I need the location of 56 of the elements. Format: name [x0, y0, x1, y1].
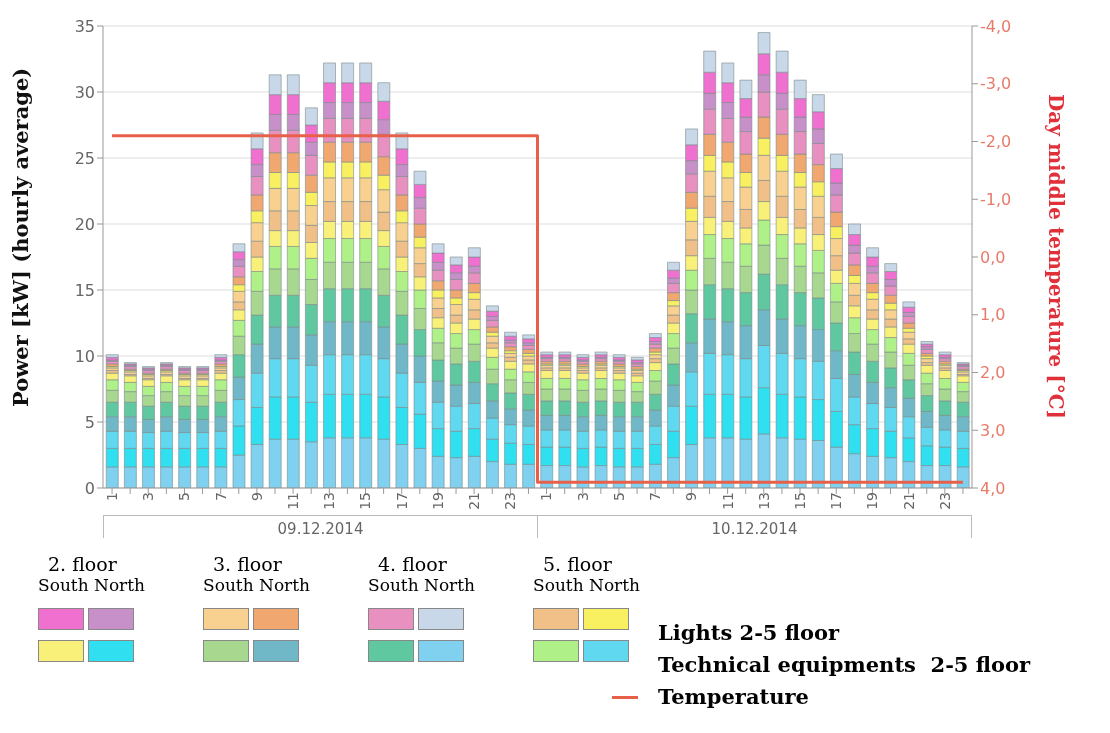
text: South North: [38, 575, 147, 595]
text: 2. floor: [47, 553, 118, 575]
x-tick-label: 5: [176, 492, 193, 501]
x-tick-label: 19: [864, 492, 881, 510]
y-tick-label: 30: [74, 82, 95, 102]
x-tick-label: 1: [103, 492, 120, 501]
x-tick-label: 3: [574, 492, 591, 501]
y-tick-label: 15: [74, 280, 95, 300]
x-tick-label: 13: [321, 492, 338, 510]
text: Lights 2-5 floor: [658, 619, 841, 647]
x-tick-label: 9: [248, 492, 265, 501]
x-tick-label: 19: [429, 492, 446, 510]
x-tick-label: 11: [719, 492, 736, 510]
x-tick-label: 21: [900, 492, 917, 510]
y2-tick-label: 2,0: [980, 363, 1006, 383]
y2-tick-label: 3,0: [980, 420, 1006, 440]
x-tick-label: 3: [140, 492, 157, 501]
y2-axis-title: Day middle temperature [°C]: [1044, 94, 1068, 420]
y-tick-label: 20: [74, 214, 95, 234]
y-tick-label: 0: [84, 478, 95, 498]
x-tick-label: 17: [828, 492, 845, 510]
text: South North: [533, 575, 642, 595]
y-tick-label: 10: [74, 346, 95, 366]
y2-tick-label: 1,0: [980, 305, 1006, 325]
x-tick-label: 9: [683, 492, 700, 501]
y2-tick-label: -1,0: [980, 189, 1012, 209]
text: 4. floor: [377, 553, 448, 575]
x-tick-label: 7: [212, 492, 229, 501]
x-tick-label: 17: [393, 492, 410, 510]
x-tick-label: 11: [285, 492, 302, 510]
x-tick-label: 23: [936, 492, 953, 510]
text: Technical equipments 2-5 floor: [658, 651, 1031, 679]
x-tick-label: 13: [755, 492, 772, 510]
x-tick-label: 1: [538, 492, 555, 501]
text: 5. floor: [542, 553, 613, 575]
x-tick-label: 21: [466, 492, 483, 510]
y2-tick-label: -2,0: [980, 132, 1012, 152]
y-axis-title: Power [kW] (hourly average): [8, 67, 34, 407]
x-tick-label: 15: [357, 492, 374, 510]
legend-label: Temperature: [658, 683, 810, 711]
x-tick-label: 5: [610, 492, 627, 501]
text: 09.12.2014: [103, 515, 537, 538]
x-tick-label: 23: [502, 492, 519, 510]
text: South North: [203, 575, 312, 595]
y2-tick-label: 0,0: [980, 247, 1006, 267]
y-tick-label: 35: [74, 16, 95, 36]
x-tick-label: 7: [647, 492, 664, 501]
y2-tick-label: -4,0: [980, 16, 1012, 36]
text: South North: [368, 575, 477, 595]
y2-tick-label: 4,0: [980, 478, 1006, 498]
y2-tick-label: -3,0: [980, 74, 1012, 94]
x-tick-label: 15: [791, 492, 808, 510]
text: 10.12.2014: [537, 515, 972, 538]
y-tick-label: 5: [84, 412, 95, 432]
text: 3. floor: [212, 553, 283, 575]
y-tick-label: 25: [74, 148, 95, 168]
